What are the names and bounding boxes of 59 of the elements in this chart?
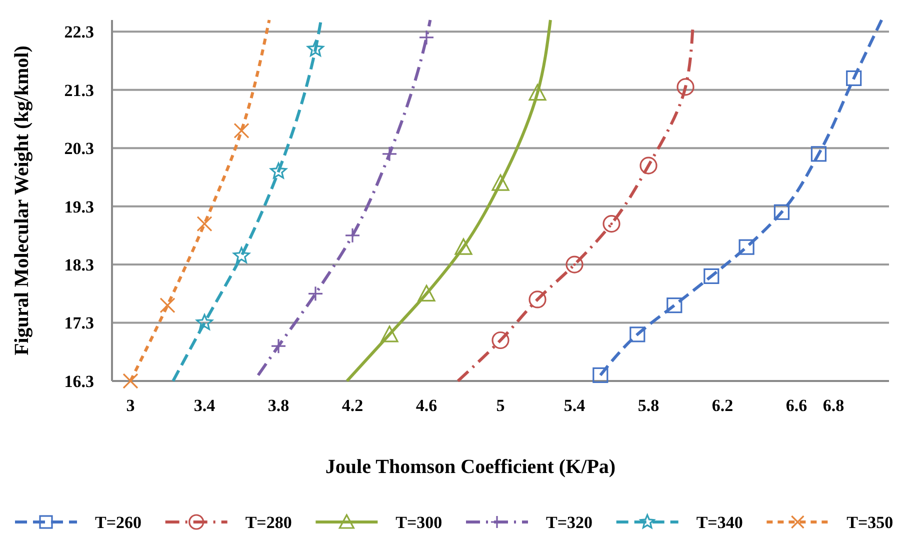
point: [640, 156, 658, 174]
point: [122, 373, 138, 389]
point: [270, 162, 287, 179]
y-tick-label: 18.3: [64, 256, 94, 274]
point: [233, 247, 250, 264]
point: [774, 204, 790, 220]
x-tick-label: 3.8: [268, 396, 290, 415]
point: [528, 84, 546, 101]
point: [418, 30, 434, 46]
point: [602, 214, 620, 233]
x-axis-title: Joule Thomson Coefficient (K/Pa): [325, 456, 616, 478]
point: [382, 146, 398, 162]
legend-label: T=300: [396, 512, 442, 532]
point: [234, 122, 250, 138]
y-axis-title: Figural Molecular Weight (kg/kmol): [11, 46, 33, 356]
y-tick-label: 22.3: [64, 22, 94, 42]
y-tick-label: 20.3: [64, 139, 94, 158]
legend-label: T=320: [546, 512, 593, 532]
y-tick-label: 16.3: [64, 372, 94, 391]
point: [676, 78, 694, 96]
line-series: [345, 18, 552, 382]
x-tick-label: 3.4: [194, 396, 216, 415]
legend-label: T=340: [696, 512, 743, 532]
point: [704, 268, 720, 284]
point: [566, 256, 584, 274]
point: [196, 314, 213, 330]
point: [492, 331, 510, 350]
legend-label: T=280: [245, 512, 292, 532]
point: [492, 174, 510, 191]
point: [270, 338, 286, 354]
y-tick-label: 21.3: [64, 80, 94, 100]
point: [846, 70, 862, 86]
x-tick-label: 6.2: [712, 396, 734, 415]
point: [810, 146, 826, 162]
point: [307, 40, 324, 56]
point: [666, 298, 682, 314]
y-tick-label: 17.3: [64, 314, 94, 333]
x-tick-label: 5.8: [638, 396, 660, 415]
point: [380, 326, 398, 342]
point: [630, 326, 646, 342]
legend-label: T=260: [95, 512, 142, 532]
x-tick-label: 4.6: [416, 396, 438, 415]
point: [344, 228, 360, 244]
point: [308, 286, 324, 302]
x-tick-label: 5: [496, 396, 505, 415]
point: [160, 298, 176, 314]
x-tick-label: 4.2: [342, 396, 364, 415]
x-tick-label: 6.8: [822, 396, 844, 415]
x-tick-label: 5.4: [564, 396, 586, 415]
legend-label: T=350: [846, 512, 894, 532]
point: [738, 239, 754, 255]
point: [418, 284, 436, 302]
x-tick-label: 6.6: [786, 396, 808, 415]
point: [528, 290, 546, 308]
point: [454, 238, 472, 255]
point: [592, 367, 608, 383]
x-tick-label: 3: [126, 396, 135, 415]
y-tick-label: 19.3: [64, 197, 94, 216]
point: [196, 216, 212, 232]
